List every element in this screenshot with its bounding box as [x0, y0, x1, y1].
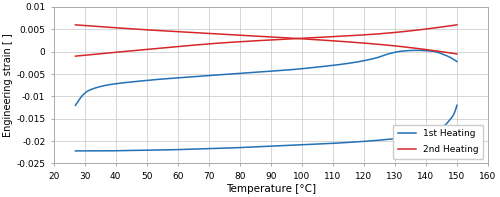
2nd Heating	[306, 37, 312, 39]
Line: 2nd Heating: 2nd Heating	[76, 25, 457, 56]
2nd Heating	[72, 55, 78, 57]
1st Heating	[454, 104, 460, 107]
1st Heating	[279, 145, 285, 147]
1st Heating	[72, 150, 78, 152]
1st Heating	[254, 146, 260, 148]
1st Heating	[300, 144, 306, 146]
Y-axis label: Engineering strain [ ]: Engineering strain [ ]	[4, 33, 14, 137]
Line: 1st Heating: 1st Heating	[76, 105, 457, 151]
Legend: 1st Heating, 2nd Heating: 1st Heating, 2nd Heating	[394, 125, 484, 159]
2nd Heating	[418, 28, 424, 31]
X-axis label: Temperature [°C]: Temperature [°C]	[226, 184, 316, 193]
1st Heating	[385, 138, 391, 140]
2nd Heating	[394, 31, 400, 33]
2nd Heating	[300, 37, 306, 39]
1st Heating	[256, 146, 262, 148]
2nd Heating	[74, 55, 80, 57]
1st Heating	[444, 121, 450, 124]
2nd Heating	[454, 24, 460, 26]
2nd Heating	[298, 37, 304, 39]
